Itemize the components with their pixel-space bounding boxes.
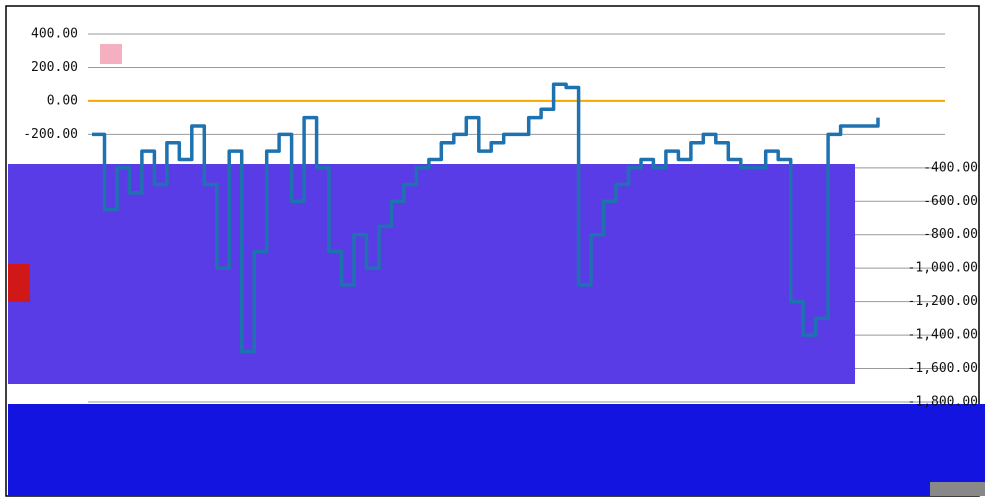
y-tick-label: 400.00 — [31, 27, 78, 42]
y-tick-label: -1,400.00 — [908, 328, 978, 343]
y-tick-label: -1,000.00 — [908, 261, 978, 276]
y-tick-label: -600.00 — [923, 194, 978, 209]
glitch-block — [100, 44, 122, 64]
glitch-block — [930, 482, 985, 496]
y-tick-label: 0.00 — [47, 93, 78, 108]
y-tick-label: -1,800.00 — [908, 395, 978, 410]
y-tick-label: -200.00 — [23, 127, 78, 142]
y-tick-label: -800.00 — [923, 227, 978, 242]
y-tick-label: -1,600.00 — [908, 361, 978, 376]
y-tick-label: -1,200.00 — [908, 294, 978, 309]
glitch-block — [8, 264, 30, 302]
y-tick-label: -400.00 — [923, 160, 978, 175]
y-tick-label: 200.00 — [31, 60, 78, 75]
glitch-overlay — [8, 164, 855, 384]
data-line — [92, 82, 880, 354]
glitch-overlay — [8, 404, 985, 496]
